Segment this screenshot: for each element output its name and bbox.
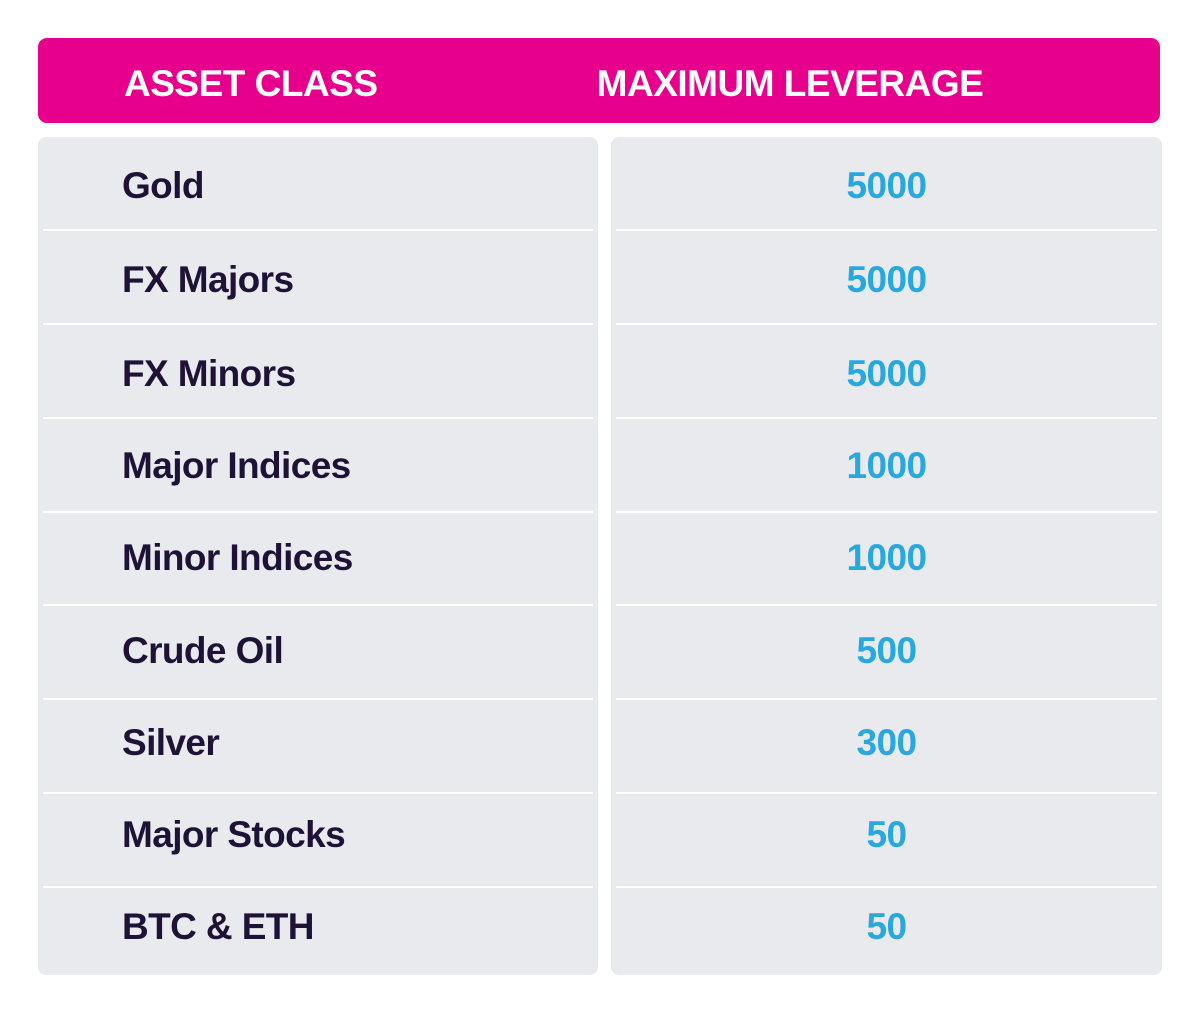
- table-header: ASSET CLASS MAXIMUM LEVERAGE: [38, 38, 1160, 123]
- asset-class-cell: Minor Indices: [122, 537, 353, 578]
- row-divider: [43, 792, 593, 794]
- asset-class-cell: Crude Oil: [122, 630, 284, 671]
- table-row: 500: [616, 602, 1157, 694]
- leverage-value-cell: 1000: [846, 445, 928, 486]
- leverage-value-cell: 5000: [846, 165, 928, 206]
- table-row: 5000: [616, 231, 1157, 323]
- row-divider: [43, 886, 593, 888]
- table-row: Gold: [43, 137, 593, 229]
- row-divider: [616, 792, 1157, 794]
- asset-class-cell: BTC & ETH: [122, 906, 315, 947]
- asset-class-cell: Major Indices: [122, 445, 351, 486]
- leverage-value-cell: 50: [866, 814, 908, 855]
- table-row: Crude Oil: [43, 602, 593, 694]
- row-divider: [616, 511, 1157, 513]
- row-divider: [616, 886, 1157, 888]
- asset-class-cell: Silver: [122, 722, 220, 763]
- row-divider: [616, 604, 1157, 606]
- table-row: FX Minors: [43, 325, 593, 417]
- table-row: Major Stocks: [43, 786, 593, 878]
- table-row: 1000: [616, 417, 1157, 509]
- leverage-value-cell: 5000: [846, 353, 928, 394]
- maximum-leverage-column: 5000 5000 5000 1000 1000 500 300 50 50: [611, 137, 1162, 975]
- table-row: Silver: [43, 694, 593, 786]
- leverage-value-cell: 1000: [846, 537, 928, 578]
- table-row: BTC & ETH: [43, 878, 593, 970]
- asset-class-cell: FX Majors: [122, 259, 294, 300]
- table-row: 1000: [616, 509, 1157, 601]
- row-divider: [616, 417, 1157, 419]
- row-divider: [616, 323, 1157, 325]
- table-row: 50: [616, 786, 1157, 878]
- table-row: Minor Indices: [43, 509, 593, 601]
- asset-class-cell: Gold: [122, 165, 204, 206]
- table-row: 50: [616, 878, 1157, 970]
- row-divider: [43, 604, 593, 606]
- column-header-asset-class: ASSET CLASS: [124, 63, 378, 104]
- row-divider: [616, 229, 1157, 231]
- table-row: 5000: [616, 325, 1157, 417]
- row-divider: [43, 417, 593, 419]
- table-row: Major Indices: [43, 417, 593, 509]
- leverage-value-cell: 50: [866, 906, 908, 947]
- leverage-value-cell: 5000: [846, 259, 928, 300]
- asset-class-column: Gold FX Majors FX Minors Major Indices M…: [38, 137, 598, 975]
- column-header-maximum-leverage: MAXIMUM LEVERAGE: [596, 63, 984, 104]
- row-divider: [43, 698, 593, 700]
- leverage-value-cell: 300: [856, 722, 918, 763]
- table-row: 5000: [616, 137, 1157, 229]
- row-divider: [43, 323, 593, 325]
- leverage-value-cell: 500: [856, 630, 918, 671]
- row-divider: [43, 229, 593, 231]
- asset-class-cell: Major Stocks: [122, 814, 346, 855]
- asset-class-cell: FX Minors: [122, 353, 296, 394]
- row-divider: [43, 511, 593, 513]
- row-divider: [616, 698, 1157, 700]
- table-row: FX Majors: [43, 231, 593, 323]
- table-row: 300: [616, 694, 1157, 786]
